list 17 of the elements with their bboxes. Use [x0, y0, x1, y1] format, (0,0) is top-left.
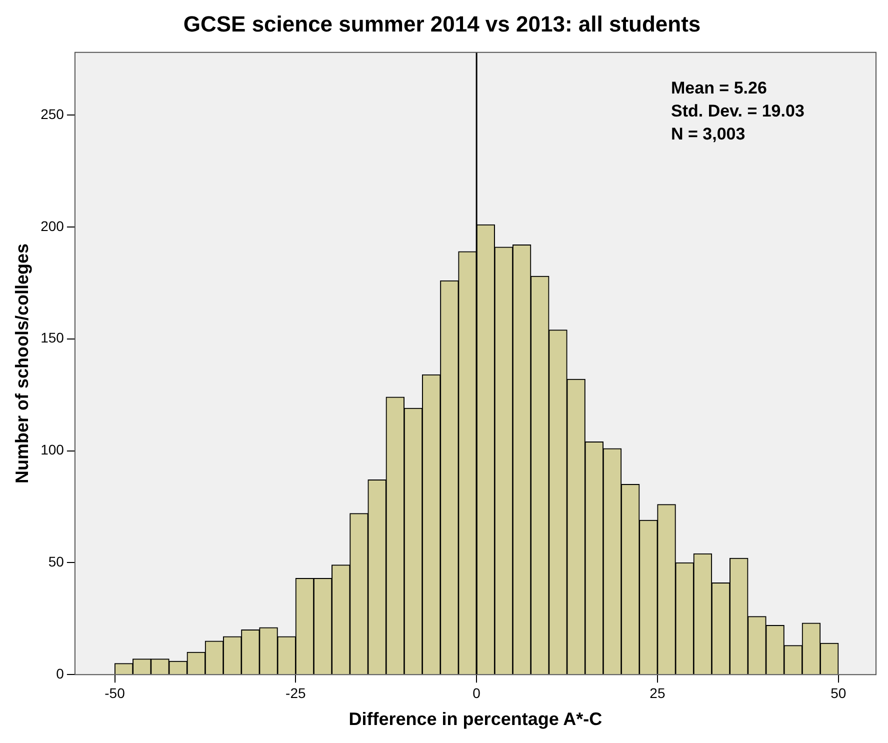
x-tick-label: 25 — [650, 684, 666, 701]
x-tick-label: 0 — [472, 684, 481, 701]
annotation: Std. Dev. = 19.03 — [671, 102, 804, 121]
x-tick-label: 50 — [830, 684, 846, 701]
annotation: Mean = 5.26 — [671, 78, 767, 98]
x-tick-label: -50 — [104, 684, 126, 701]
y-axis-title: Number of schools/colleges — [12, 243, 32, 484]
y-tick-label: 150 — [40, 330, 64, 346]
y-tick-label: 0 — [56, 665, 64, 682]
annotation: N = 3,003 — [671, 124, 746, 144]
y-tick-label: 200 — [40, 218, 64, 234]
x-tick-label: -25 — [286, 684, 306, 701]
y-tick-label: 250 — [40, 106, 64, 122]
y-tick-label: 100 — [40, 442, 64, 458]
x-axis-title: Difference in percentage A*-C — [348, 709, 602, 730]
y-tick-label: 50 — [48, 554, 64, 570]
chart-title: GCSE science summer 2014 vs 2013: all students — [183, 11, 701, 36]
